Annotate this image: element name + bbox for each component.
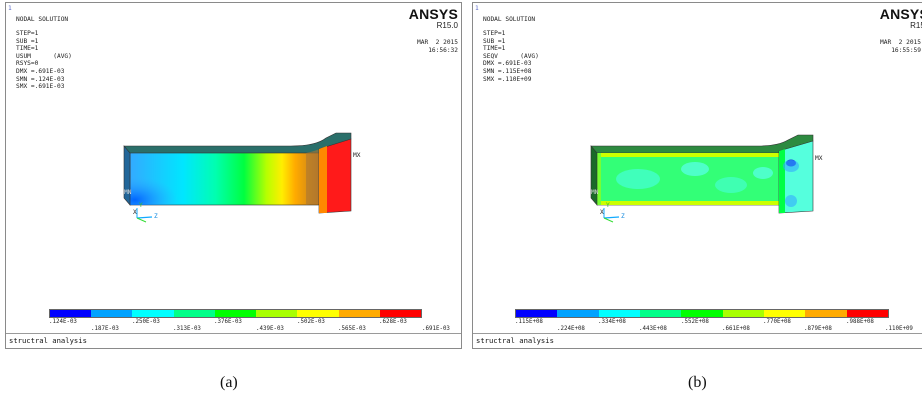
legend-swatch	[297, 310, 339, 317]
legend-swatch	[91, 310, 133, 317]
date-label: MAR 2 2015	[880, 39, 921, 46]
color-legend-bar	[515, 309, 889, 318]
legend-label: .502E-03	[297, 319, 325, 325]
footer-divider	[6, 333, 461, 334]
legend-swatch	[805, 310, 847, 317]
legend-label: .988E+08	[846, 319, 874, 325]
legend-label: .628E-03	[379, 319, 407, 325]
legend-swatch	[516, 310, 558, 317]
frame-number: 1	[475, 5, 479, 12]
legend-label: .552E+08	[681, 319, 709, 325]
solution-header: NODAL SOLUTION	[483, 16, 536, 23]
legend-label: .110E+09	[885, 326, 913, 332]
solution-header: NODAL SOLUTION	[16, 16, 69, 23]
caption-b: (b)	[688, 374, 707, 391]
plot-title: structral analysis	[476, 336, 554, 345]
legend-swatch	[763, 310, 806, 317]
plot-window-a: 1 NODAL SOLUTION STEP=1 SUB =1 TIME=1 US…	[5, 2, 462, 349]
smx-label: SMX =.110E+09	[483, 75, 532, 83]
legend-label: .250E-03	[132, 319, 160, 325]
legend-label: .439E-03	[256, 326, 284, 332]
axis-z-label: Z	[621, 213, 625, 220]
legend-label: .224E+08	[557, 326, 585, 332]
legend-swatch	[50, 310, 92, 317]
time-stamp: 16:55:59	[891, 46, 921, 54]
color-legend-bar	[49, 309, 422, 318]
sub-label: SUB =1	[16, 37, 39, 45]
legend-swatch	[256, 310, 298, 317]
legend-swatch	[681, 310, 723, 317]
mx-marker: MX	[353, 152, 361, 159]
legend-label: .187E-03	[91, 326, 119, 332]
ansys-logo: ANSYS	[879, 6, 922, 22]
frame-number: 1	[8, 5, 12, 12]
legend-label: .565E-03	[338, 326, 366, 332]
time-stamp: 16:56:32	[428, 46, 458, 54]
legend-label: .691E-03	[422, 326, 450, 332]
smx-label: SMX =.691E-03	[16, 83, 65, 91]
caption-a: (a)	[220, 374, 238, 391]
step-label: STEP=1	[483, 30, 506, 37]
axis-z-label: Z	[154, 213, 158, 220]
result-label: SEQV (AVG)	[483, 52, 539, 60]
dmx-label: DMX =.691E-03	[16, 68, 65, 75]
legend-label: .376E-03	[214, 319, 242, 325]
sub-label: SUB =1	[483, 37, 506, 45]
legend-swatch	[557, 310, 599, 317]
plot-window-b: 1 NODAL SOLUTION STEP=1 SUB =1 TIME=1 SE…	[472, 2, 922, 349]
legend-label: .115E+08	[515, 319, 543, 325]
footer-divider	[473, 333, 922, 334]
legend-swatch	[214, 310, 257, 317]
legend-label: .124E-03	[49, 319, 77, 325]
plot-title: structral analysis	[9, 336, 87, 345]
legend-label: .879E+08	[804, 326, 832, 332]
axis-y-label: Y	[606, 202, 610, 209]
smn-label: SMN =.124E-03	[16, 75, 65, 83]
date-label: MAR 2 2015	[417, 39, 458, 46]
legend-swatch	[338, 310, 380, 317]
legend-swatch	[173, 310, 215, 317]
mx-marker: MX	[815, 155, 823, 162]
legend-swatch	[132, 310, 174, 317]
legend-label: .770E+08	[763, 319, 791, 325]
axis-x-label: X	[133, 209, 137, 216]
legend-swatch	[379, 310, 421, 317]
time-label: TIME=1	[483, 45, 506, 53]
contour-model-a	[123, 132, 352, 223]
ansys-logo: ANSYS	[408, 6, 458, 22]
release-label: R15.0	[436, 21, 458, 30]
time-label: TIME=1	[16, 45, 39, 53]
axis-x-label: X	[600, 209, 604, 216]
dmx-label: DMX =.691E-03	[483, 60, 532, 68]
legend-swatch	[598, 310, 640, 317]
rsys-label: RSYS=0	[16, 60, 39, 68]
mn-marker: MN	[591, 189, 599, 196]
legend-swatch	[639, 310, 682, 317]
legend-swatch	[722, 310, 764, 317]
step-label: STEP=1	[16, 30, 39, 37]
legend-label: .334E+08	[598, 319, 626, 325]
result-label: USUM (AVG)	[16, 52, 72, 60]
contour-model-b	[590, 134, 814, 223]
release-label: R15.	[910, 21, 922, 30]
mn-marker: MN	[124, 189, 132, 196]
legend-label: .443E+08	[639, 326, 667, 332]
date-stamp: MAR 2 2015 16:55:59	[880, 39, 921, 54]
date-stamp: MAR 2 2015 16:56:32	[417, 39, 458, 54]
legend-label: .313E-03	[173, 326, 201, 332]
legend-label: .661E+08	[722, 326, 750, 332]
legend-swatch	[846, 310, 888, 317]
smn-label: SMN =.115E+08	[483, 68, 532, 75]
axis-y-label: Y	[139, 202, 143, 209]
